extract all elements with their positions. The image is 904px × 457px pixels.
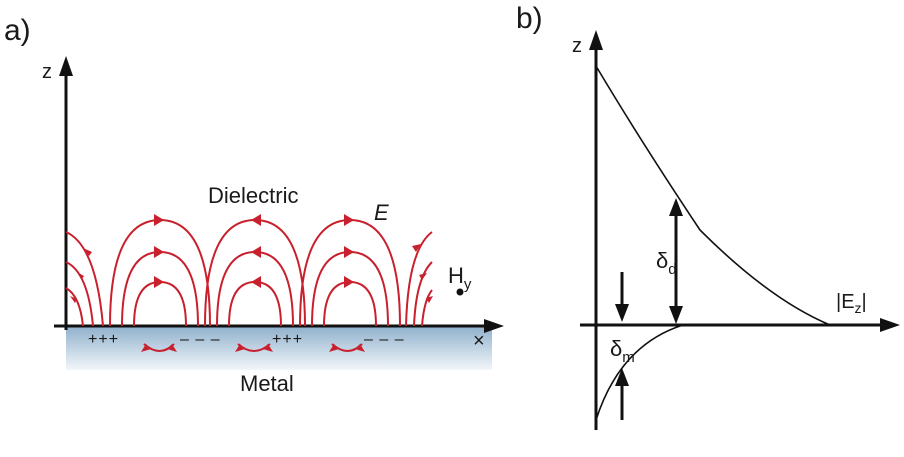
ez-axis-label: |Ez| [836,291,867,316]
metal-label: Metal [240,371,294,396]
field-lines-left [65,231,104,327]
field-decay-metal [595,324,684,421]
delta-m-arrowhead-up [615,368,629,386]
charge-plus-1: +++ [88,331,119,348]
z-axis-a-arrowhead [59,56,73,76]
panel-b-label: b) [516,2,543,35]
z-axis-b-label: z [572,35,582,57]
surface-current-arcs [141,343,365,352]
x-axis-b-arrowhead [880,318,900,332]
delta-m-label: δm [610,336,635,366]
charge-minus-2: – – – [364,331,405,348]
field-lines-loop-1 [109,214,211,327]
charge-minus-1: – – – [180,331,221,348]
delta-d-arrowhead-up [669,198,683,216]
field-lines-loop-2 [204,214,306,327]
delta-d-arrowhead-down [669,306,683,324]
charge-plus-2: +++ [272,331,303,348]
metal-slab [66,326,492,370]
h-field-label: Hy [448,263,472,293]
x-axis-a-arrowhead [484,319,504,333]
z-axis-a-label: z [42,61,52,83]
field-lines-loop-3 [299,214,401,327]
dielectric-label: Dielectric [208,183,298,208]
panel-a: a) z × Dielectric Metal E Hy +++ – – – +… [4,14,504,396]
h-field-dot [456,288,464,296]
x-axis-a-label: × [473,330,485,352]
field-decay-dielectric [595,65,831,326]
field-lines-right [405,231,433,327]
panel-b: b) z |Ez| δd δm [516,2,900,430]
delta-m-arrowhead-down [615,304,629,322]
z-axis-b-arrowhead [589,30,603,50]
panel-a-label: a) [4,14,31,47]
field-e-label: E [374,200,389,225]
delta-d-label: δd [656,248,677,278]
